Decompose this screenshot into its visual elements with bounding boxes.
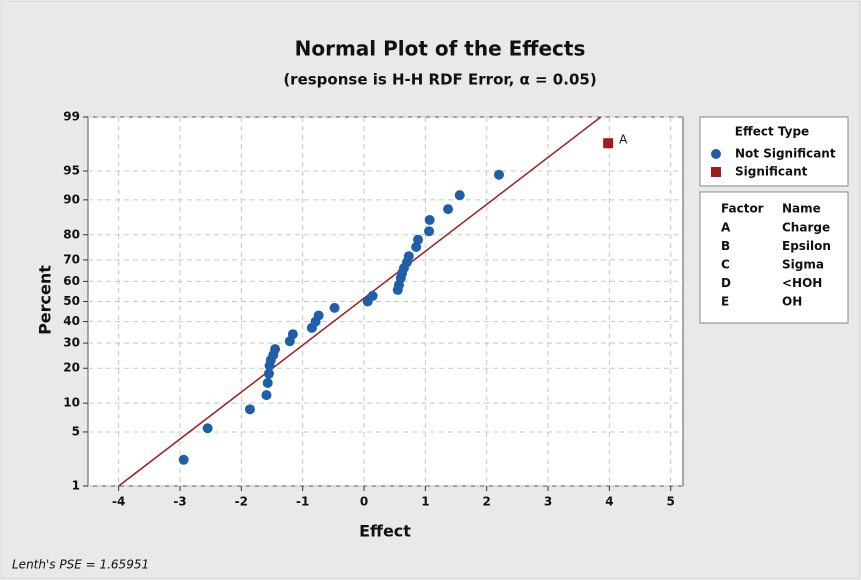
x-tick-label: -2 — [235, 495, 248, 509]
chart-title: Normal Plot of the Effects — [295, 37, 586, 61]
point-label: A — [619, 133, 628, 147]
table-cell: <HOH — [782, 276, 822, 290]
point — [454, 190, 465, 201]
y-tick-label: 10 — [63, 396, 80, 410]
point — [262, 378, 273, 389]
y-tick-label: 50 — [63, 294, 80, 308]
point — [244, 404, 255, 415]
x-tick-label: 1 — [421, 495, 429, 509]
x-tick-label: 4 — [605, 495, 613, 509]
legend-label: Significant — [735, 165, 808, 179]
factor-table-box — [699, 191, 849, 324]
y-tick-label: 30 — [63, 336, 80, 350]
y-tick-label: 70 — [63, 252, 80, 266]
point — [202, 423, 213, 434]
x-tick-label: 0 — [360, 495, 368, 509]
table-cell: OH — [782, 295, 802, 309]
x-tick-label: -1 — [296, 495, 309, 509]
point — [261, 390, 272, 401]
x-tick-label: 5 — [667, 495, 675, 509]
table-cell: A — [721, 221, 731, 235]
point — [493, 169, 504, 180]
table-header: Factor — [721, 202, 764, 216]
table-header: Name — [782, 202, 821, 216]
point — [403, 251, 414, 262]
point — [263, 368, 274, 379]
point — [178, 454, 189, 465]
point — [329, 302, 340, 313]
table-cell: E — [721, 295, 729, 309]
point — [313, 310, 324, 321]
x-axis-label: Effect — [359, 522, 411, 541]
table-cell: C — [721, 258, 730, 272]
x-tick-label: 3 — [544, 495, 552, 509]
footnote: Lenth's PSE = 1.65951 — [12, 558, 149, 572]
y-axis-label: Percent — [36, 265, 55, 335]
point — [424, 226, 435, 237]
point — [413, 234, 424, 245]
legend-title: Effect Type — [735, 125, 809, 139]
chart-subtitle: (response is H-H RDF Error, α = 0.05) — [283, 71, 596, 89]
legend-marker — [711, 149, 721, 159]
point — [443, 204, 454, 215]
y-tick-label: 1 — [72, 479, 80, 493]
y-tick-label: 20 — [63, 361, 80, 375]
y-tick-label: 90 — [63, 192, 80, 206]
legend-marker — [711, 167, 721, 177]
point — [367, 290, 378, 301]
y-tick-label: 95 — [63, 164, 80, 178]
point — [424, 214, 435, 225]
y-tick-label: 40 — [63, 314, 80, 328]
y-tick-label: 5 — [72, 424, 80, 438]
table-cell: Sigma — [782, 258, 824, 272]
point — [270, 344, 281, 355]
table-cell: B — [721, 239, 730, 253]
point — [287, 329, 298, 340]
point — [603, 138, 614, 149]
y-tick-label: 80 — [63, 227, 80, 241]
y-tick-label: 60 — [63, 274, 80, 288]
x-tick-label: 2 — [483, 495, 491, 509]
x-tick-label: -4 — [112, 495, 125, 509]
table-cell: Epsilon — [782, 239, 831, 253]
legend-label: Not Significant — [735, 147, 836, 161]
fit-line — [118, 116, 602, 487]
table-cell: D — [721, 276, 731, 290]
x-tick-label: -3 — [173, 495, 186, 509]
table-cell: Charge — [782, 221, 830, 235]
legend-box — [699, 116, 849, 187]
y-tick-label: 99 — [63, 110, 80, 124]
